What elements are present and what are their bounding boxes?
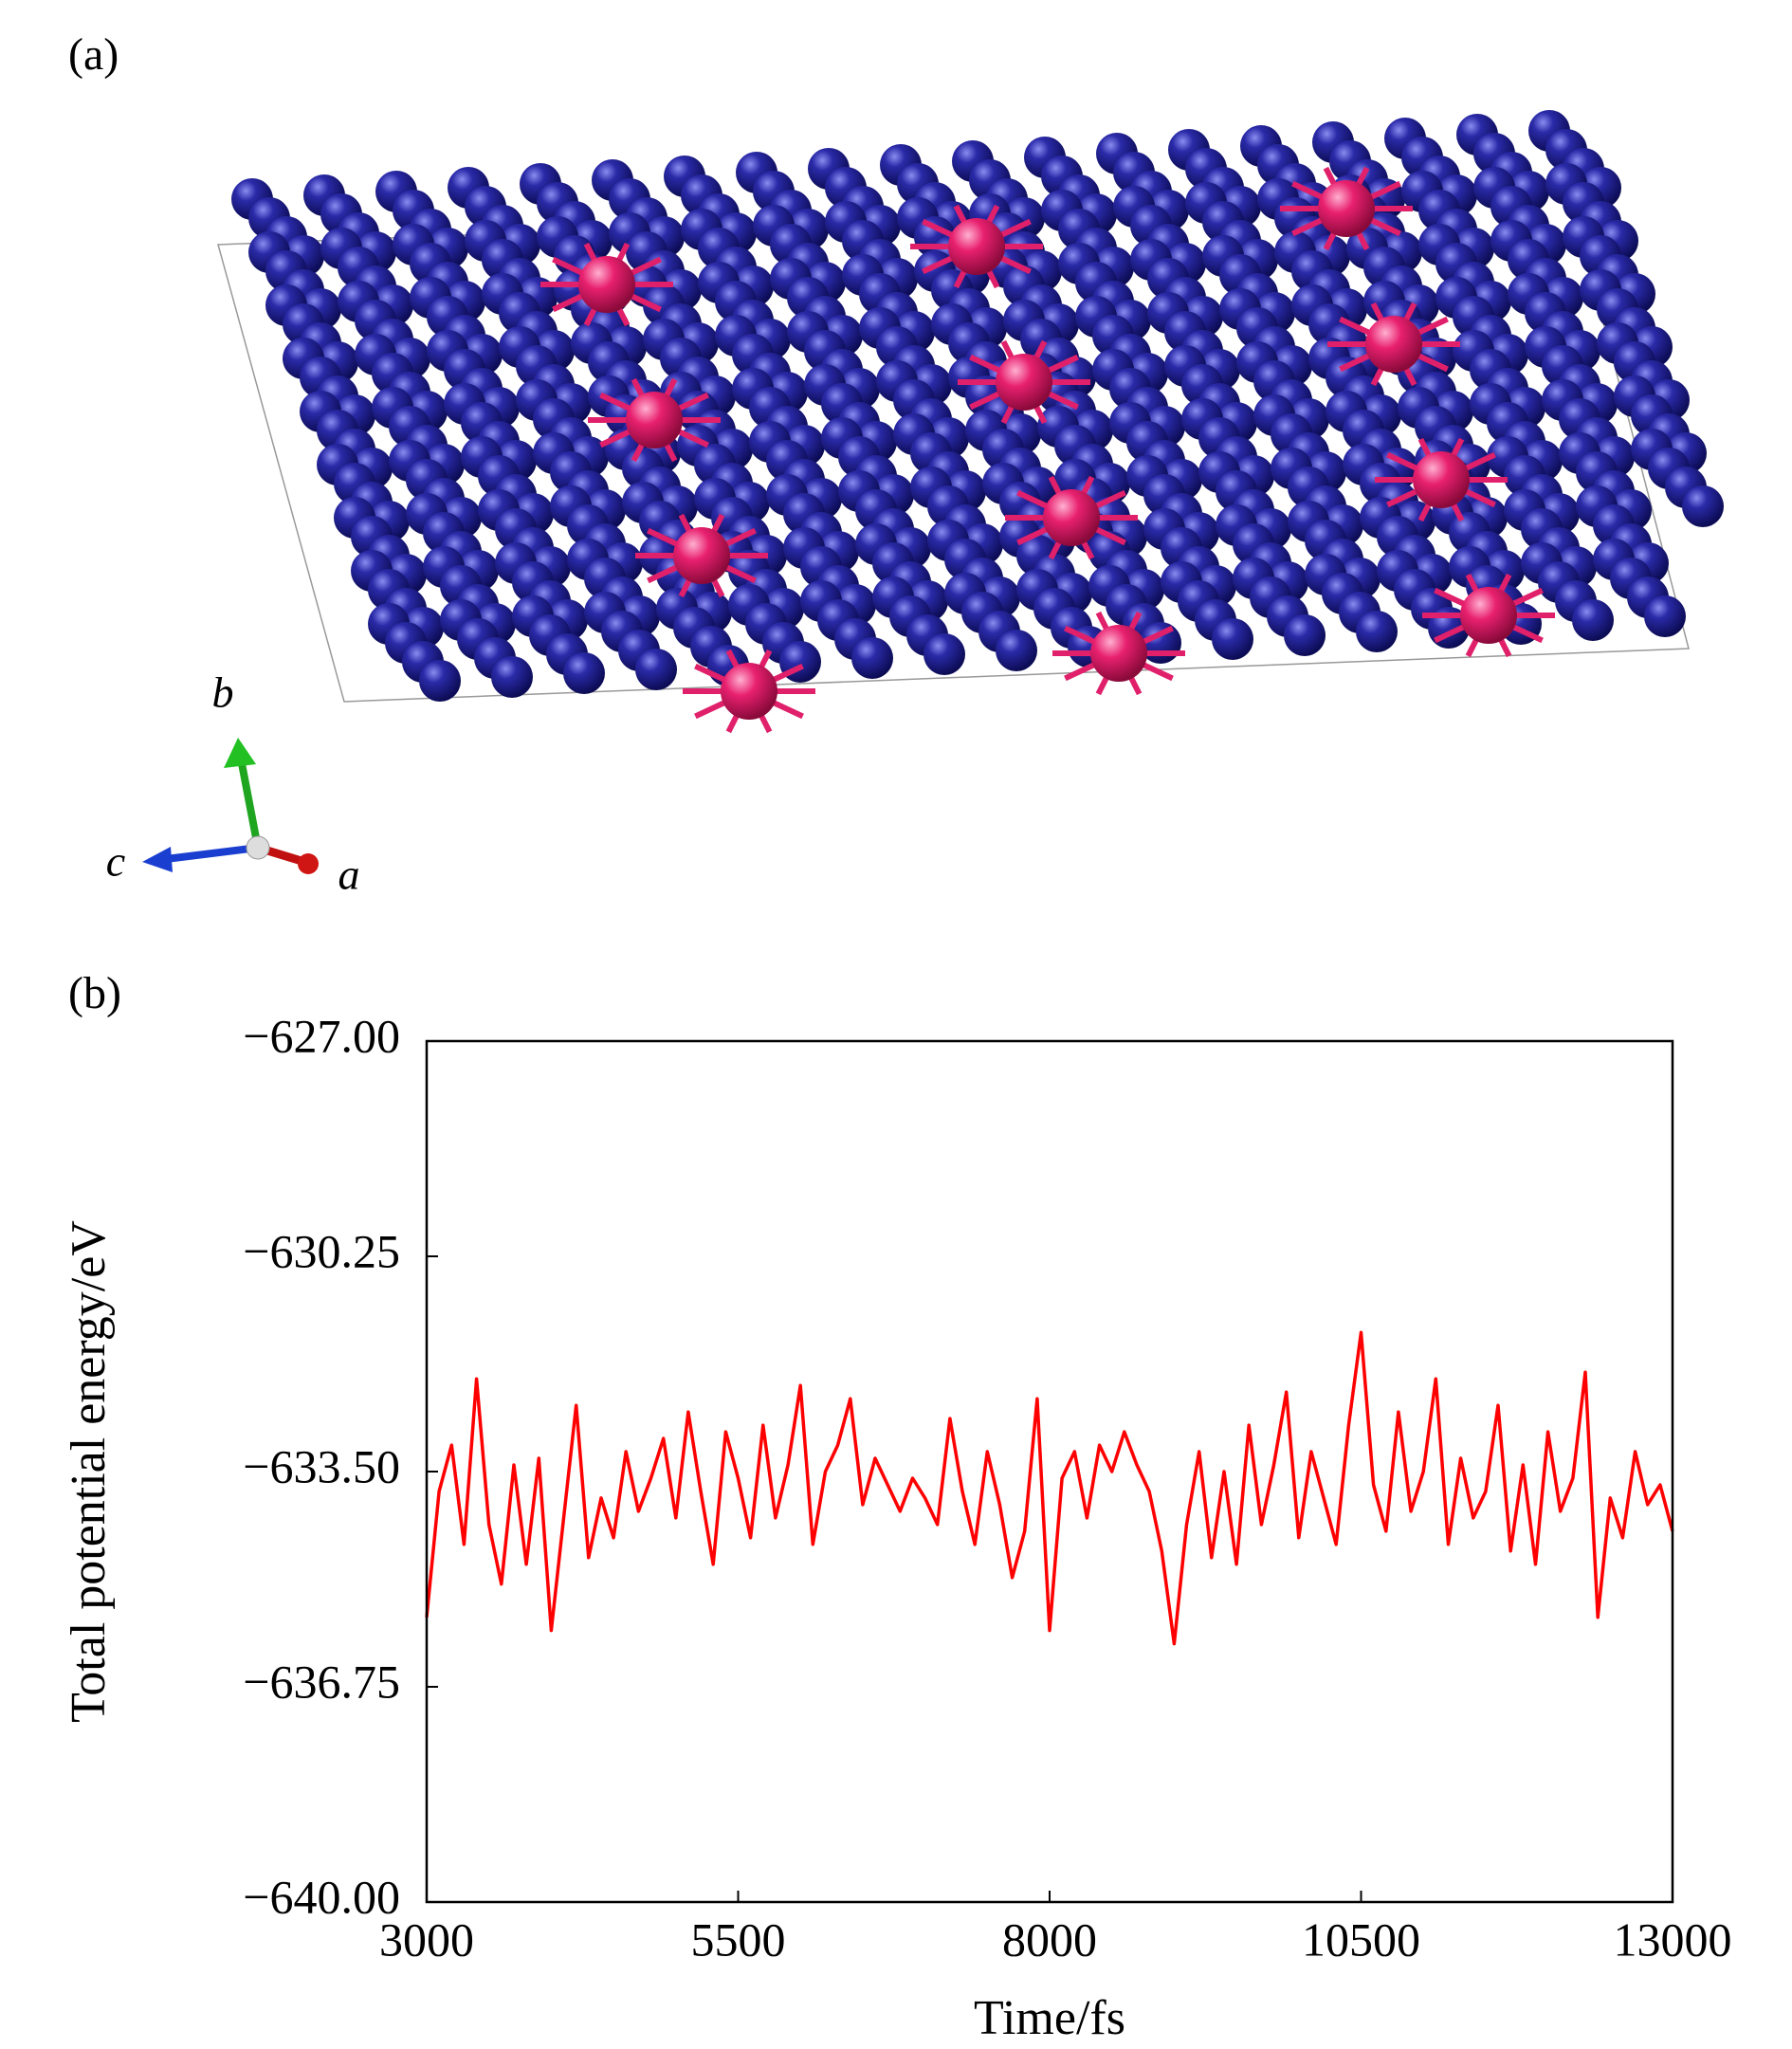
energy-line <box>425 1330 1674 1646</box>
y-tick-label: −633.50 <box>243 1439 400 1492</box>
metal-atom <box>1460 587 1517 644</box>
atom <box>1212 618 1253 660</box>
metal-atom <box>578 256 635 313</box>
metal-atom <box>1090 625 1147 682</box>
atom <box>491 656 533 698</box>
x-tick-label: 13000 <box>1614 1912 1732 1966</box>
b-arrow-head <box>224 738 256 768</box>
metal-atom <box>1413 451 1470 508</box>
x-tick-label: 3000 <box>379 1912 474 1966</box>
b-arrow <box>237 758 262 849</box>
x-tick-label: 8000 <box>1002 1912 1097 1966</box>
triad-origin <box>246 835 270 860</box>
atom <box>923 633 965 675</box>
y-tick-label: −640.00 <box>243 1870 400 1923</box>
atom <box>996 630 1037 671</box>
atom <box>1644 595 1686 637</box>
y-tick-label: −636.75 <box>243 1655 400 1708</box>
atom <box>1572 599 1614 641</box>
metal-atom <box>1318 180 1375 237</box>
atom <box>419 660 461 702</box>
metal-atom <box>1043 489 1100 546</box>
y-axis-title: Total potential energy/eV <box>62 1220 116 1723</box>
crystal-structure <box>217 110 1724 734</box>
x-tick-label: 5500 <box>691 1912 786 1966</box>
c-arrow <box>165 844 259 863</box>
metal-atom <box>626 392 683 448</box>
metal-atom <box>1365 316 1422 373</box>
a-arrow-head <box>298 853 319 874</box>
x-tick-label: 10500 <box>1302 1912 1420 1966</box>
atom <box>1284 614 1326 656</box>
atom <box>1682 485 1724 527</box>
metal-atom <box>721 663 777 720</box>
metal-atom <box>948 218 1005 275</box>
atom <box>1356 611 1398 652</box>
axis-triad: b c a <box>106 668 360 899</box>
plot: −640.00 −636.75 −633.50 −630.25 −627.00 3000 5… <box>62 1009 1732 2044</box>
axis-a-label: a <box>338 851 360 899</box>
y-tick-label: −630.25 <box>243 1224 400 1277</box>
metal-atom <box>673 527 730 584</box>
panel-a-label: (a) <box>68 29 119 80</box>
atom <box>563 652 605 694</box>
axis-c-label: c <box>106 837 125 886</box>
plot-frame <box>425 1039 1674 1904</box>
c-arrow-head <box>142 847 173 872</box>
y-tick-label: −627.00 <box>243 1009 400 1062</box>
axis-b-label: b <box>212 668 234 717</box>
x-axis-title: Time/fs <box>974 1991 1125 2045</box>
atom <box>635 649 677 690</box>
metal-atom <box>996 354 1052 411</box>
panel-b-label: (b) <box>68 968 121 1018</box>
atom <box>851 637 893 679</box>
